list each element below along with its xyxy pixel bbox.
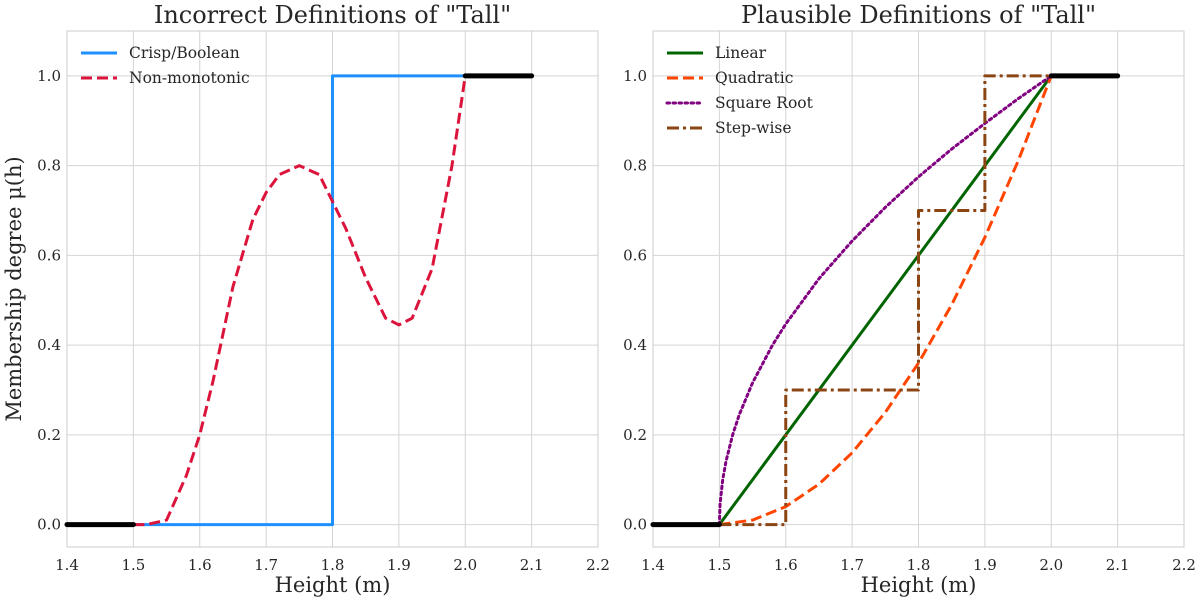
x-tick-label: 2.2 bbox=[586, 556, 610, 574]
x-axis-label: Height (m) bbox=[275, 573, 391, 597]
series-line-step-wise bbox=[719, 74, 1052, 527]
series-line-quadratic bbox=[719, 75, 1053, 527]
legend-entry: Quadratic bbox=[715, 69, 793, 87]
chart-panel-plausible: 1.4 1.5 1.6 1.7 1.8 1.9 2.0 2.1 2.2 0.0 0.2 0.4 0.6 0… bbox=[623, 1, 1196, 597]
y-tick-label: 0.0 bbox=[37, 516, 61, 534]
y-tick-label: 1.0 bbox=[37, 67, 61, 85]
plot-area bbox=[652, 30, 1185, 548]
chart-panel-incorrect: 1.4 1.5 1.6 1.7 1.8 1.9 2.0 2.1 2.2 0.0 0.2 0.4 0.6 0… bbox=[2, 1, 610, 597]
series-line-linear bbox=[718, 74, 1053, 526]
legend-entry: Non-monotonic bbox=[129, 69, 250, 87]
x-tick-label: 1.7 bbox=[254, 556, 278, 574]
series-line-non-monotonic bbox=[133, 75, 467, 527]
chart-title: Incorrect Definitions of "Tall" bbox=[154, 1, 511, 29]
y-tick-label: 0.2 bbox=[623, 426, 647, 444]
x-axis-label: Height (m) bbox=[861, 573, 977, 597]
legend: Crisp/Boolean Non-monotonic bbox=[81, 44, 250, 87]
x-tick-label: 2.0 bbox=[1039, 556, 1063, 574]
x-tick-label: 1.9 bbox=[973, 556, 997, 574]
y-tick-label: 0.2 bbox=[37, 426, 61, 444]
legend-entry: Linear bbox=[715, 44, 767, 62]
y-tick-label: 0.8 bbox=[37, 157, 61, 175]
series-line-square-root bbox=[717, 74, 1053, 527]
legend-entry: Step-wise bbox=[715, 119, 792, 137]
y-tick-label: 0.8 bbox=[623, 157, 647, 175]
x-tick-label: 2.1 bbox=[1106, 556, 1130, 574]
y-tick-label: 1.0 bbox=[623, 67, 647, 85]
x-tick-label: 1.6 bbox=[188, 556, 212, 574]
x-tick-label: 1.4 bbox=[641, 556, 665, 574]
x-tick-label: 1.9 bbox=[387, 556, 411, 574]
x-tick-label: 1.8 bbox=[907, 556, 931, 574]
y-tick-label: 0.6 bbox=[37, 246, 61, 264]
series-line-crisp-boolean bbox=[133, 74, 466, 527]
x-tick-label: 1.4 bbox=[55, 556, 79, 574]
legend-entry: Crisp/Boolean bbox=[129, 44, 240, 62]
x-tick-label: 1.5 bbox=[121, 556, 145, 574]
x-tick-label: 1.8 bbox=[321, 556, 345, 574]
chart-title: Plausible Definitions of "Tall" bbox=[741, 1, 1096, 29]
y-axis-label: Membership degree μ(h) bbox=[2, 156, 26, 421]
x-tick-label: 1.5 bbox=[707, 556, 731, 574]
x-tick-label: 1.6 bbox=[774, 556, 798, 574]
x-tick-label: 1.7 bbox=[840, 556, 864, 574]
y-tick-label: 0.4 bbox=[37, 336, 61, 354]
x-tick-label: 2.1 bbox=[520, 556, 544, 574]
legend: Linear Quadratic Square Root Step-wise bbox=[665, 44, 814, 137]
x-tick-label: 2.2 bbox=[1172, 556, 1196, 574]
x-tick-label: 2.0 bbox=[453, 556, 477, 574]
y-tick-label: 0.6 bbox=[623, 246, 647, 264]
legend-entry: Square Root bbox=[715, 94, 814, 112]
plot-area bbox=[66, 30, 599, 548]
y-tick-label: 0.0 bbox=[623, 516, 647, 534]
y-tick-label: 0.4 bbox=[623, 336, 647, 354]
